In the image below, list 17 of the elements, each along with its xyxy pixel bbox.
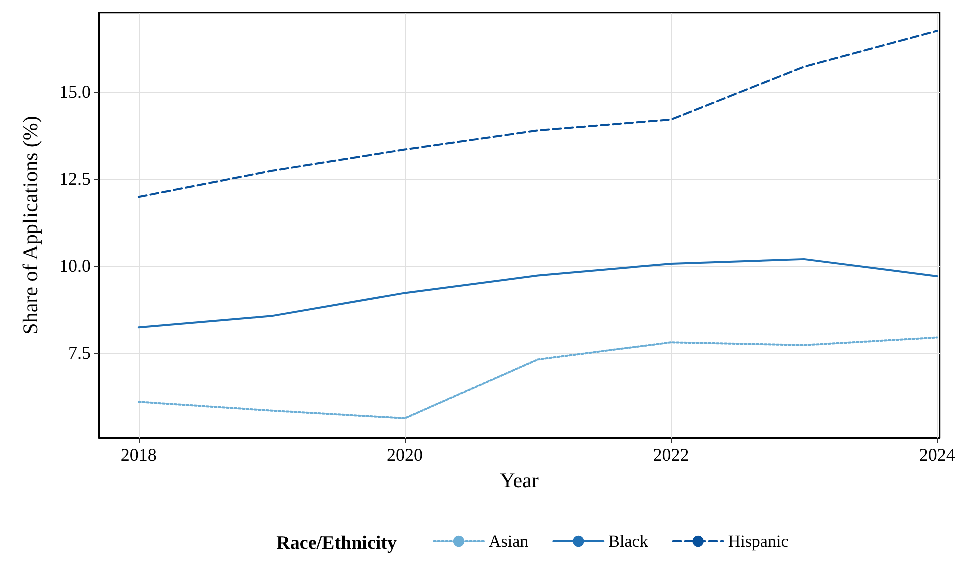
line-series: [138, 30, 938, 198]
y-tick-label: 10.0: [60, 256, 91, 276]
line-series: [138, 258, 938, 329]
x-tick-label: 2022: [653, 445, 690, 465]
x-tick-label: 2024: [919, 445, 956, 465]
x-tick-label: 2018: [120, 445, 157, 465]
legend-label: Hispanic: [728, 532, 790, 551]
x-tick-label: 2020: [387, 445, 424, 465]
y-tick-label: 12.5: [60, 169, 91, 190]
legend-label: Black: [608, 532, 649, 551]
y-axis-title: Share of Applications (%): [18, 116, 42, 335]
x-axis-title: Year: [500, 468, 539, 492]
y-tick-label: 15.0: [60, 82, 91, 102]
y-tick-label: 7.5: [68, 343, 91, 364]
legend-label: Asian: [489, 532, 530, 551]
line-series: [138, 336, 938, 420]
legend-title: Race/Ethnicity: [276, 533, 398, 554]
